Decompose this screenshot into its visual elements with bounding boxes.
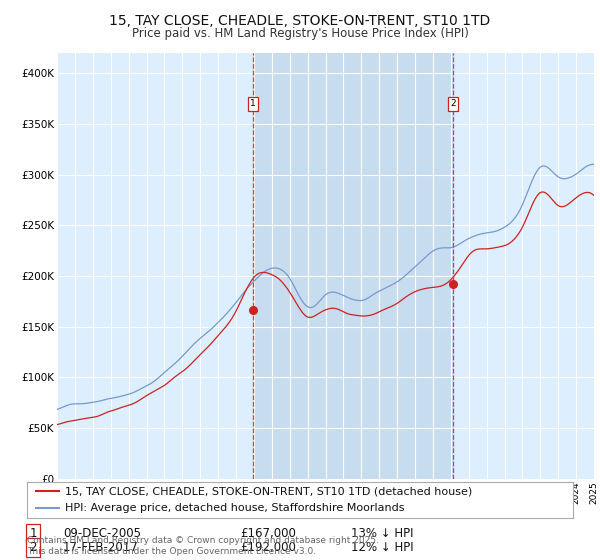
Text: £167,000: £167,000 — [240, 526, 296, 540]
Bar — [253, 53, 453, 479]
Text: 15, TAY CLOSE, CHEADLE, STOKE-ON-TRENT, ST10 1TD: 15, TAY CLOSE, CHEADLE, STOKE-ON-TRENT, … — [109, 14, 491, 28]
Text: Contains HM Land Registry data © Crown copyright and database right 2025.
This d: Contains HM Land Registry data © Crown c… — [27, 536, 379, 556]
Text: Price paid vs. HM Land Registry's House Price Index (HPI): Price paid vs. HM Land Registry's House … — [131, 27, 469, 40]
Text: 1: 1 — [29, 526, 37, 540]
Text: 1: 1 — [250, 99, 256, 109]
Text: 2: 2 — [29, 541, 37, 554]
Text: 12% ↓ HPI: 12% ↓ HPI — [351, 541, 413, 554]
Text: 2: 2 — [450, 99, 456, 109]
Text: 09-DEC-2005: 09-DEC-2005 — [63, 526, 141, 540]
Text: 13% ↓ HPI: 13% ↓ HPI — [351, 526, 413, 540]
Text: 17-FEB-2017: 17-FEB-2017 — [63, 541, 139, 554]
Text: £192,000: £192,000 — [240, 541, 296, 554]
Text: HPI: Average price, detached house, Staffordshire Moorlands: HPI: Average price, detached house, Staf… — [65, 503, 405, 513]
Text: 15, TAY CLOSE, CHEADLE, STOKE-ON-TRENT, ST10 1TD (detached house): 15, TAY CLOSE, CHEADLE, STOKE-ON-TRENT, … — [65, 487, 472, 496]
